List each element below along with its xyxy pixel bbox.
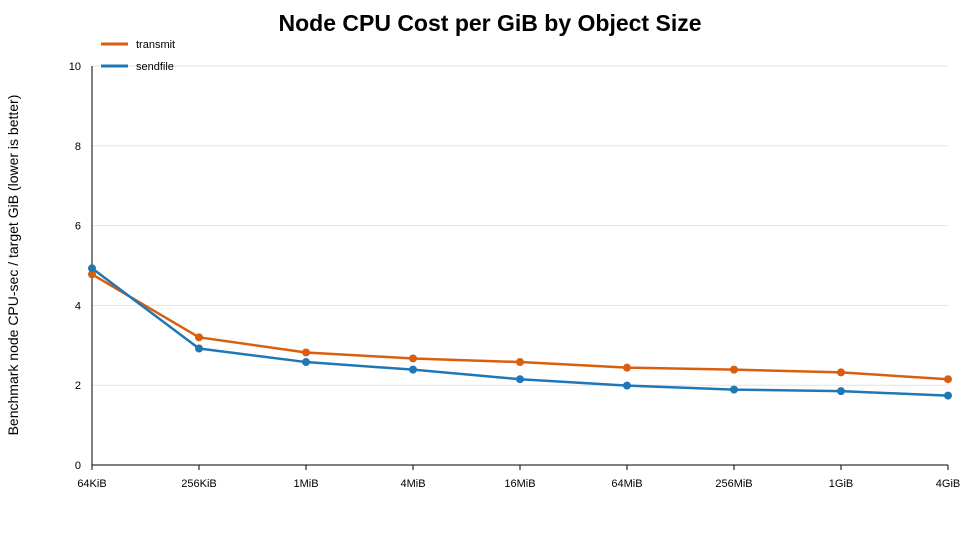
data-point-sendfile <box>623 381 631 390</box>
data-point-sendfile <box>944 391 952 400</box>
data-point-sendfile <box>730 385 738 394</box>
x-tick-label: 4GiB <box>936 478 960 490</box>
x-tick-label: 1MiB <box>293 478 318 490</box>
y-tick-label: 2 <box>75 380 81 392</box>
x-tick-label: 1GiB <box>829 478 853 490</box>
data-point-transmit <box>302 348 310 357</box>
y-tick-label: 10 <box>69 61 81 73</box>
x-tick-label: 256MiB <box>715 478 752 490</box>
y-tick-label: 4 <box>75 300 81 312</box>
data-point-sendfile <box>409 365 417 374</box>
data-point-sendfile <box>837 387 845 396</box>
data-point-transmit <box>944 375 952 384</box>
data-point-transmit <box>730 365 738 374</box>
data-point-sendfile <box>88 264 96 273</box>
data-point-transmit <box>837 368 845 377</box>
data-point-sendfile <box>302 358 310 367</box>
x-tick-label: 64KiB <box>77 478 106 490</box>
data-point-transmit <box>88 270 96 279</box>
y-tick-label: 8 <box>75 141 81 153</box>
y-tick-label: 6 <box>75 221 81 233</box>
data-point-transmit <box>409 354 417 363</box>
x-tick-label: 256KiB <box>181 478 216 490</box>
data-point-transmit <box>516 358 524 367</box>
data-point-sendfile <box>195 344 203 353</box>
y-tick-label: 0 <box>75 460 81 472</box>
legend-label-transmit: transmit <box>136 39 175 51</box>
x-tick-label: 4MiB <box>400 478 425 490</box>
legend-label-sendfile: sendfile <box>136 61 174 73</box>
chart-title: Node CPU Cost per GiB by Object Size <box>278 10 702 36</box>
x-tick-label: 64MiB <box>611 478 642 490</box>
data-point-transmit <box>623 363 631 372</box>
x-tick-label: 16MiB <box>504 478 535 490</box>
data-point-transmit <box>195 333 203 342</box>
data-point-sendfile <box>516 375 524 384</box>
